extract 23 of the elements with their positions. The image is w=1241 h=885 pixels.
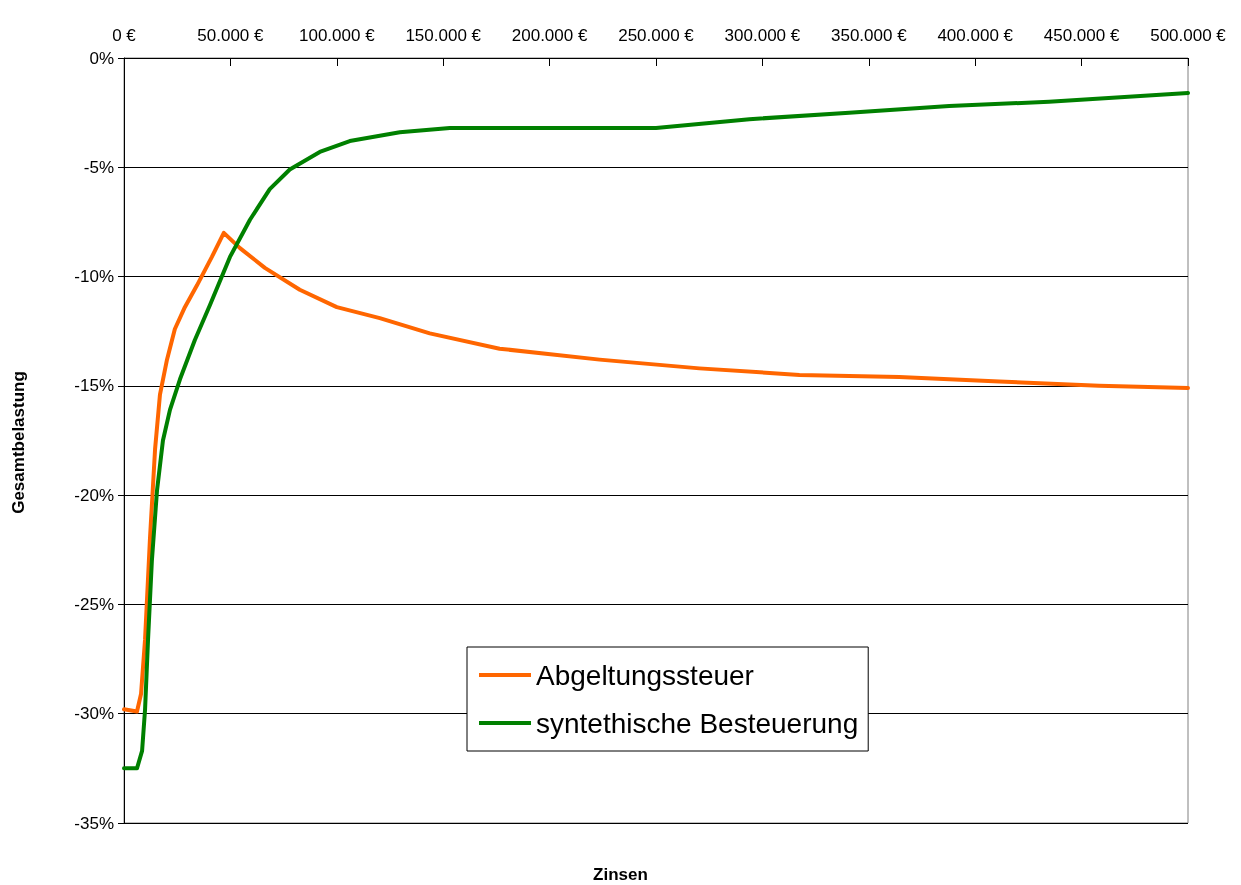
y-tick-label: -15% [74, 376, 114, 396]
x-tick-label: 400.000 € [937, 26, 1014, 45]
y-axis-title: Gesamtbelastung [9, 371, 28, 514]
x-tick-label: 150.000 € [405, 26, 482, 45]
x-tick-label: 450.000 € [1043, 26, 1120, 45]
x-tick-label: 250.000 € [618, 26, 695, 45]
y-tick-label: 0% [89, 48, 114, 68]
legend-label: Abgeltungssteuer [536, 659, 754, 691]
y-tick-label: -10% [74, 267, 114, 287]
x-tick-label: 50.000 € [197, 26, 265, 45]
y-tick-label: -20% [74, 485, 114, 505]
x-tick-label: 300.000 € [724, 26, 801, 45]
x-tick-label: 350.000 € [830, 26, 908, 45]
x-tick-label: 500.000 € [1150, 26, 1227, 45]
legend-label: syntethische Besteuerung [536, 707, 859, 739]
y-tick-label: -25% [74, 594, 114, 614]
y-tick-label: -5% [83, 157, 114, 177]
x-tick-label: 100.000 € [298, 26, 376, 45]
x-axis-title: Zinsen [593, 865, 648, 884]
y-tick-label: -35% [74, 813, 114, 833]
x-tick-label: 200.000 € [511, 26, 588, 45]
y-tick-label: -30% [74, 704, 114, 724]
x-tick-label: 0 € [112, 26, 137, 45]
